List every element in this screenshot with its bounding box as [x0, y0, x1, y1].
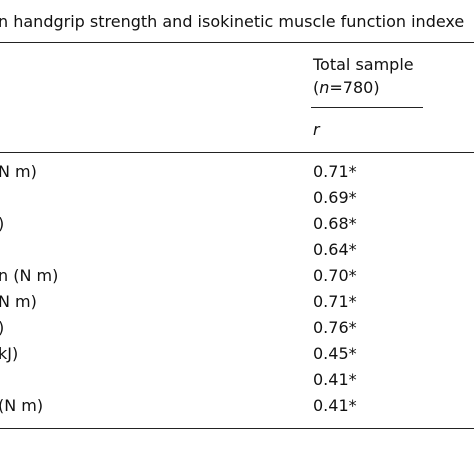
row-label: (N m)	[0, 396, 44, 415]
row-value: 0.68*	[313, 214, 357, 233]
table-title: n handgrip strength and isokinetic muscl…	[0, 12, 465, 31]
paren: (	[313, 78, 320, 97]
top-rule	[0, 42, 474, 43]
row-value: 0.71*	[313, 292, 357, 311]
row-label: n (N m)	[0, 266, 59, 285]
header-rule	[311, 107, 423, 108]
row-label: )	[0, 318, 4, 338]
row-value: 0.64*	[313, 240, 357, 259]
row-value: 0.71*	[313, 162, 357, 181]
row-value: 0.70*	[313, 266, 357, 285]
row-label: )	[0, 214, 4, 234]
header-bottom-rule	[0, 152, 474, 153]
column-header: Total sample	[313, 55, 414, 74]
column-sample-size: (n=780)	[313, 78, 380, 98]
n-value: =780)	[329, 78, 380, 97]
row-value: 0.41*	[313, 370, 357, 389]
row-label: N m)	[0, 162, 37, 181]
n-symbol: n	[319, 78, 330, 97]
row-value: 0.76*	[313, 318, 357, 337]
row-value: 0.45*	[313, 344, 357, 363]
row-value: 0.69*	[313, 188, 357, 207]
statistic-label: r	[313, 120, 320, 139]
bottom-rule	[0, 428, 474, 429]
row-value: 0.41*	[313, 396, 357, 415]
row-label: N m)	[0, 292, 37, 311]
row-label: kJ)	[0, 344, 19, 363]
